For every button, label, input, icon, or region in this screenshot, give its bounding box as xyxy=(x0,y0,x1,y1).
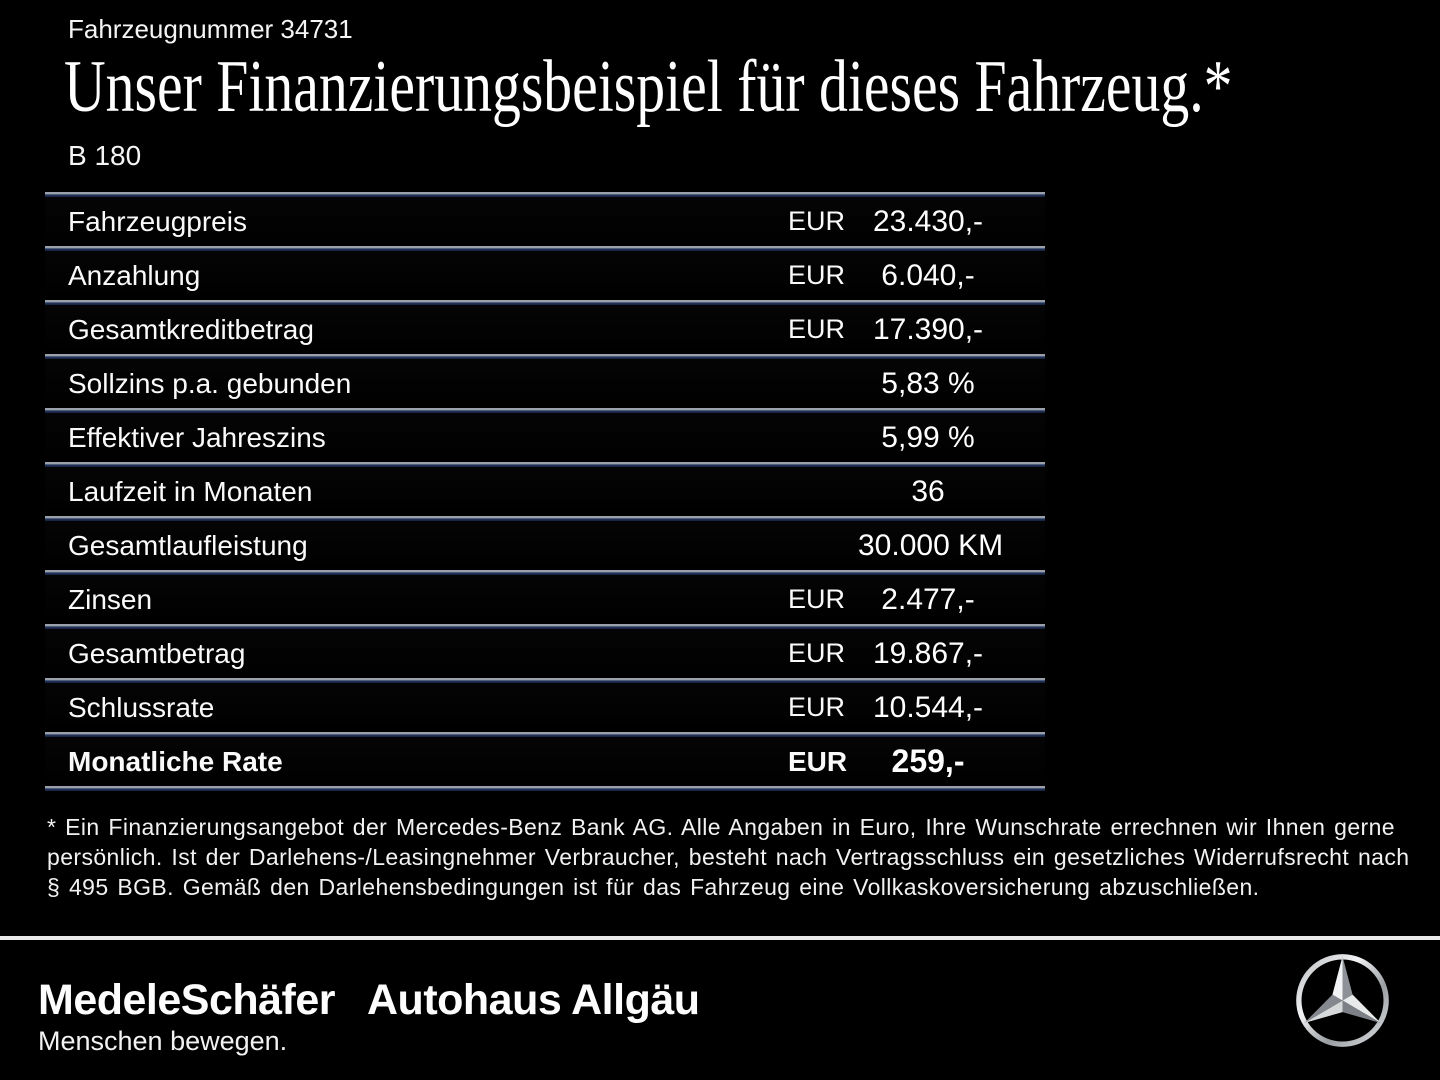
row-value: 23.430,- xyxy=(872,204,984,238)
table-row-schlussrate: Schlussrate EUR 10.544,- xyxy=(45,678,1045,732)
row-label: Gesamtkreditbetrag xyxy=(68,313,314,345)
table-row-laufzeit: Laufzeit in Monaten 36 xyxy=(45,462,1045,516)
row-value: 36 xyxy=(911,474,945,508)
row-label: Laufzeit in Monaten xyxy=(68,475,313,507)
row-value: 17.390,- xyxy=(872,312,984,346)
page-title: Unser Finanzierungsbeispiel für dieses F… xyxy=(64,46,1233,128)
footnote-line-1: * Ein Finanzierungsangebot der Mercedes-… xyxy=(47,814,1395,840)
table-bottom-separator xyxy=(45,786,1045,791)
row-value: 5,83 % xyxy=(881,366,975,400)
dealer-tagline: Menschen bewegen. xyxy=(38,1026,288,1056)
table-row-gesamtkreditbetrag: Gesamtkreditbetrag EUR 17.390,- xyxy=(45,300,1045,354)
mercedes-star-icon xyxy=(1296,954,1389,1047)
row-currency: EUR xyxy=(788,692,846,722)
row-value: 259,- xyxy=(891,743,965,779)
model-name: B 180 xyxy=(68,140,142,171)
table-row-effektiver-jahreszins: Effektiver Jahreszins 5,99 % xyxy=(45,408,1045,462)
table-row-monatliche-rate: Monatliche Rate EUR 259,- xyxy=(45,732,1045,786)
dealer-logo-2: Autohaus Allgäu xyxy=(367,976,700,1024)
row-value: 19.867,- xyxy=(872,636,984,670)
table-row-gesamtbetrag: Gesamtbetrag EUR 19.867,- xyxy=(45,624,1045,678)
row-label: Effektiver Jahreszins xyxy=(68,421,326,453)
row-label: Gesamtlaufleistung xyxy=(68,529,308,561)
row-label: Sollzins p.a. gebunden xyxy=(68,367,352,399)
row-value: 2.477,- xyxy=(881,582,975,616)
row-label: Gesamtbetrag xyxy=(68,637,246,669)
footnote-line-3: § 495 BGB. Gemäß den Darlehensbedingunge… xyxy=(47,874,1260,900)
row-value: 30.000 KM xyxy=(858,528,1004,562)
dealer-logo: MedeleSchäfer xyxy=(38,976,336,1024)
row-currency: EUR xyxy=(788,314,846,344)
footer-divider xyxy=(0,936,1440,940)
footnote-line-2: persönlich. Ist der Darlehens-/Leasingne… xyxy=(47,844,1410,870)
financing-table: Fahrzeugpreis EUR 23.430,- Anzahlung EUR… xyxy=(45,192,1045,791)
table-row-anzahlung: Anzahlung EUR 6.040,- xyxy=(45,246,1045,300)
row-currency: EUR xyxy=(788,260,846,290)
row-currency: EUR xyxy=(788,638,846,668)
row-value: 6.040,- xyxy=(881,258,975,292)
table-row-gesamtlaufleistung: Gesamtlaufleistung 30.000 KM xyxy=(45,516,1045,570)
row-label: Monatliche Rate xyxy=(68,745,283,777)
row-label: Zinsen xyxy=(68,583,153,615)
table-row-sollzins: Sollzins p.a. gebunden 5,83 % xyxy=(45,354,1045,408)
footnote: * Ein Finanzierungsangebot der Mercedes-… xyxy=(47,812,1409,902)
table-row-zinsen: Zinsen EUR 2.477,- xyxy=(45,570,1045,624)
row-value: 10.544,- xyxy=(872,690,984,724)
table-row-fahrzeugpreis: Fahrzeugpreis EUR 23.430,- xyxy=(45,192,1045,246)
row-label: Schlussrate xyxy=(68,691,215,723)
vehicle-number: Fahrzeugnummer 34731 xyxy=(68,14,353,44)
row-label: Fahrzeugpreis xyxy=(68,205,247,237)
row-value: 5,99 % xyxy=(881,420,975,454)
row-currency: EUR xyxy=(788,206,846,236)
row-currency: EUR xyxy=(788,584,846,614)
row-currency: EUR xyxy=(788,745,848,777)
row-label: Anzahlung xyxy=(68,259,201,291)
